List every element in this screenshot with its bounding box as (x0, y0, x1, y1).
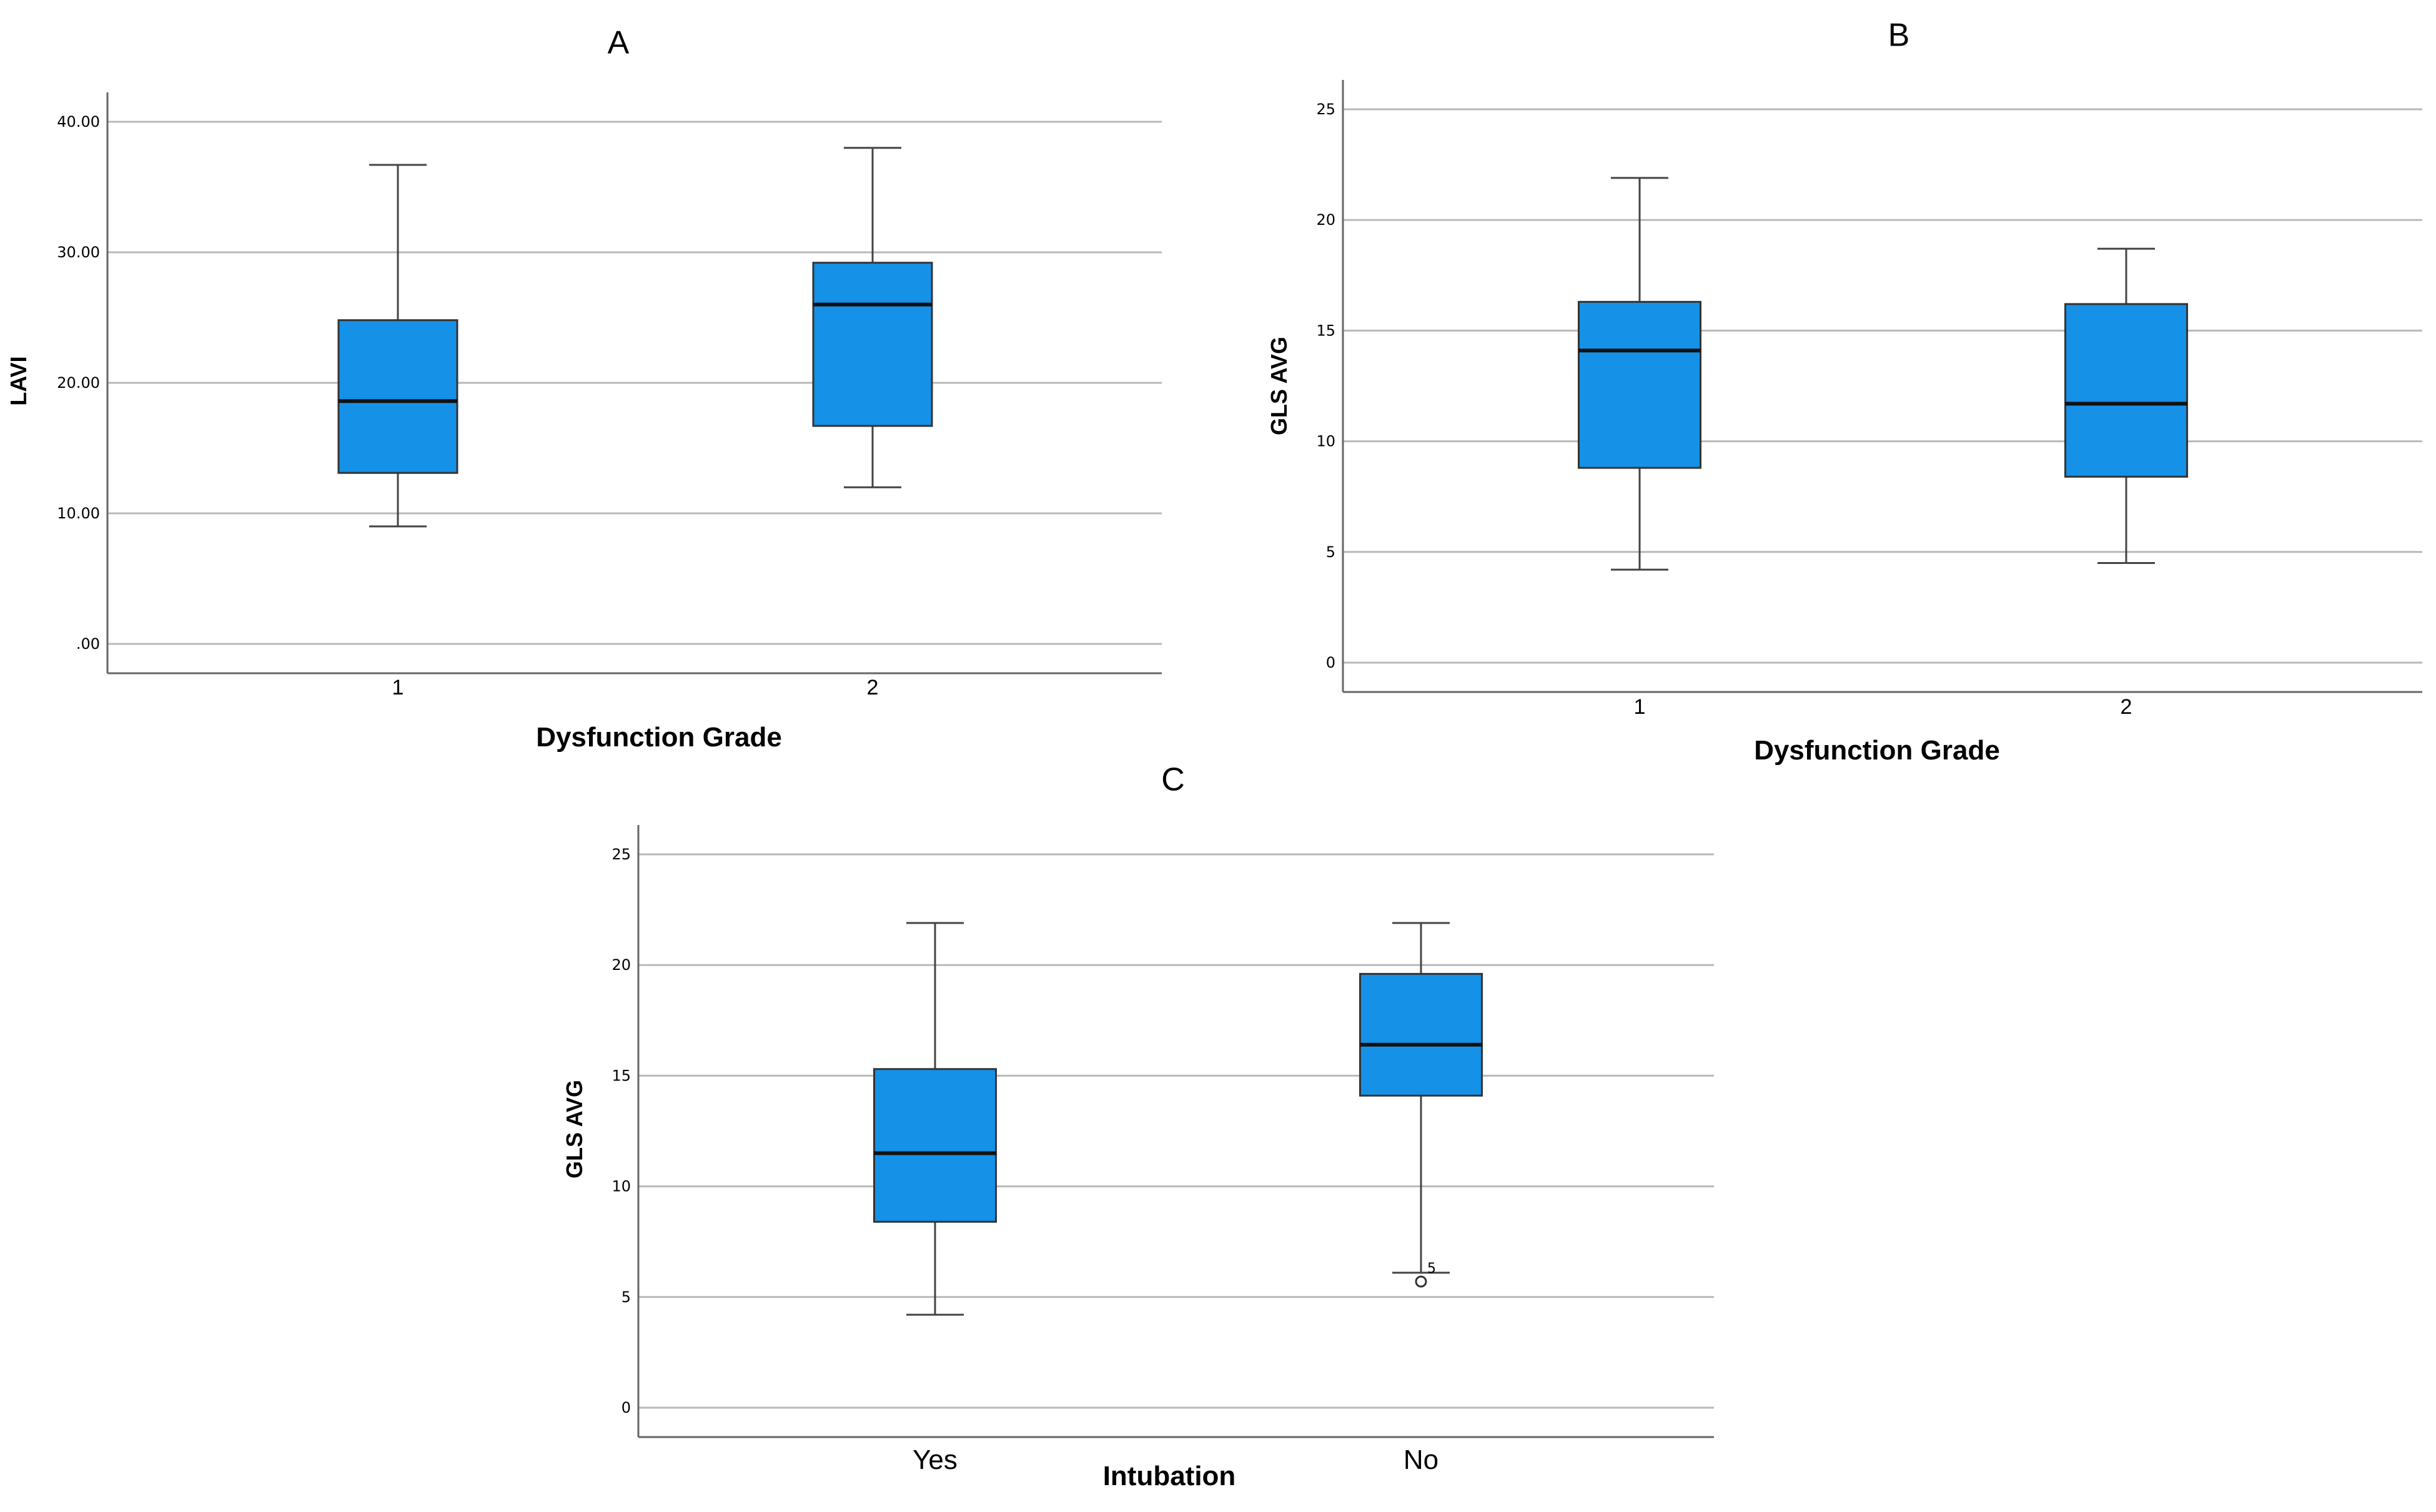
y-tick-label: 10.00 (57, 505, 100, 522)
box-yes (873, 922, 997, 1316)
iqr-box (1359, 972, 1483, 1097)
x-category-label: 2 (867, 676, 879, 699)
panel-a: A .00 10.00 20.00 30.00 40.00 1 2 Dysfunction Gr… (6, 25, 1162, 753)
y-tick-label: 25 (611, 846, 631, 863)
outlier-point (1415, 1275, 1427, 1288)
x-category-label: 1 (392, 676, 404, 699)
panel-b: B 0 5 10 15 20 25 1 2 Dysfunction Grade GLS AVG (1266, 17, 2422, 766)
panel-title: A (608, 25, 630, 61)
y-tick-label: 20 (1316, 211, 1335, 229)
y-tick-label: 15 (611, 1067, 631, 1084)
y-axis-label: GLS AVG (562, 1080, 587, 1178)
x-axis-label: Dysfunction Grade (1754, 735, 2000, 766)
iqr-box (337, 319, 458, 474)
box-no (1359, 922, 1483, 1274)
panel-title: C (1161, 762, 1185, 798)
y-tick-label: 0 (1326, 654, 1335, 671)
y-axis-label: LAVI (6, 356, 31, 405)
y-tick-label: 5 (1326, 543, 1335, 561)
x-category-label: 1 (1634, 695, 1646, 719)
x-axis-label: Dysfunction Grade (536, 722, 782, 753)
iqr-box (2064, 303, 2188, 478)
box-2 (2064, 247, 2188, 565)
y-tick-label: 20 (611, 956, 631, 974)
y-tick-label: 0 (621, 1399, 631, 1416)
box-2 (812, 147, 933, 488)
y-tick-label: 10 (611, 1178, 631, 1195)
x-category-label: 2 (2121, 695, 2132, 719)
panel-c: C 0 5 10 15 20 25 Yes No 5 Intubation GLS AVG (562, 762, 1714, 1491)
panel-title: B (1888, 17, 1910, 54)
x-category-label: Yes (913, 1445, 958, 1475)
x-axis-label: Intubation (1103, 1461, 1236, 1491)
y-tick-label: 20.00 (57, 374, 100, 392)
outlier-label: 5 (1427, 1261, 1436, 1277)
x-category-label: No (1404, 1445, 1438, 1475)
y-tick-label: 10 (1316, 433, 1335, 450)
box-1 (337, 164, 458, 528)
y-tick-label: 30.00 (57, 244, 100, 261)
y-tick-label: 25 (1316, 101, 1335, 118)
iqr-box (1578, 300, 1701, 469)
iqr-box (812, 262, 933, 427)
y-tick-label: 15 (1316, 322, 1335, 339)
y-axis-label: GLS AVG (1266, 337, 1292, 435)
iqr-box (873, 1068, 997, 1223)
y-tick-label: 5 (621, 1288, 631, 1306)
box-1 (1578, 177, 1701, 571)
y-tick-label: .00 (76, 635, 100, 653)
y-tick-label: 40.00 (57, 113, 100, 131)
